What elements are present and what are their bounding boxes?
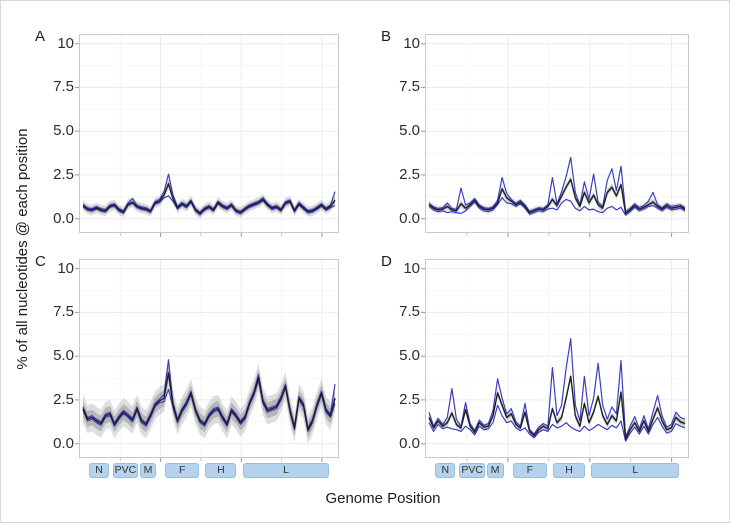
y-tick-label: 10: [57, 259, 74, 277]
gene-box-h: H: [553, 463, 585, 478]
y-tick-label: 0.0: [53, 209, 74, 227]
panel-chart-svg: [75, 260, 338, 462]
y-tick-label: 2.5: [399, 165, 420, 183]
y-tick-label: 0.0: [399, 434, 420, 452]
panel-b-label: B: [381, 28, 392, 45]
panel-d-plot: D 10 7.5 5.0 2.5 0.0: [381, 253, 689, 462]
panel-chart-svg: [421, 35, 688, 237]
y-tick-label: 7.5: [53, 303, 74, 321]
y-tick-label: 7.5: [53, 78, 74, 96]
gene-box-f: F: [165, 463, 199, 478]
panel-b-plot: B 10 7.5 5.0 2.5 0.0: [381, 28, 689, 237]
y-tick-label: 5.0: [53, 122, 74, 140]
y-tick-label: 0.0: [53, 434, 74, 452]
gene-box-f: F: [512, 463, 547, 478]
x-axis-label: Genome Position: [325, 490, 441, 507]
gene-track-d: N PVC M F H L: [425, 463, 687, 478]
gene-box-n: N: [89, 463, 109, 478]
panel-c-label: C: [35, 253, 46, 270]
y-tick-label: 5.0: [53, 347, 74, 365]
y-tick-label: 10: [403, 259, 420, 277]
gene-box-m: M: [139, 463, 157, 478]
y-tick-label: 7.5: [399, 78, 420, 96]
gene-box-pvc: PVC: [112, 463, 139, 478]
panel-a-label: A: [35, 28, 46, 45]
gene-box-l: L: [242, 463, 330, 478]
panel-a-plot: A 10 7.5 5.0 2.5 0.0: [35, 28, 339, 237]
gene-box-l: L: [591, 463, 680, 478]
y-tick-label: 10: [57, 34, 74, 52]
gene-box-m: M: [486, 463, 504, 478]
y-tick-label: 5.0: [399, 122, 420, 140]
y-tick-label: 0.0: [399, 209, 420, 227]
y-tick-label: 2.5: [53, 165, 74, 183]
gene-box-h: H: [205, 463, 237, 478]
panel-d-label: D: [381, 253, 392, 270]
panel-chart-svg: [421, 260, 688, 462]
gene-box-pvc: PVC: [459, 463, 486, 478]
y-tick-label: 5.0: [399, 347, 420, 365]
gene-track-c: N PVC M F H L: [79, 463, 337, 478]
gene-box-n: N: [435, 463, 456, 478]
y-tick-label: 2.5: [399, 390, 420, 408]
y-tick-label: 7.5: [399, 303, 420, 321]
y-tick-label: 2.5: [53, 390, 74, 408]
y-tick-label: 10: [403, 34, 420, 52]
panel-c-plot: C 10 7.5 5.0 2.5 0.0: [35, 253, 339, 462]
panel-chart-svg: [75, 35, 338, 237]
